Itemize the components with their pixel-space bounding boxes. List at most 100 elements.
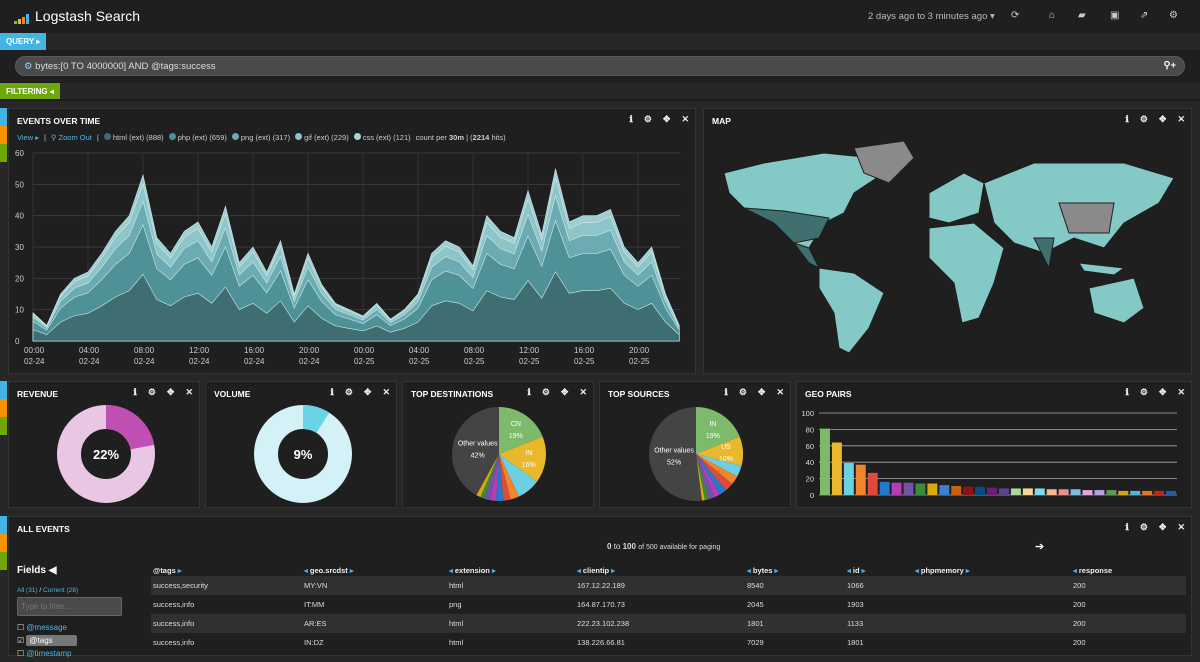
top-sources-pie[interactable]: IN 19%US 10% Other values 52% (646, 404, 746, 504)
legend-item[interactable]: php (ext) (659) (168, 133, 227, 142)
column-header[interactable]: ◂ phpmemory ▸ (915, 566, 970, 575)
save-icon[interactable]: ▣ (1110, 10, 1120, 21)
checkbox[interactable]: ☐ (17, 623, 25, 632)
close-icon[interactable]: ✕ (382, 387, 390, 397)
table-row[interactable]: success,info IT:MM png 164.87.170.73 2045 190… (151, 595, 1186, 614)
column-header[interactable]: ◂ geo.srcdst ▸ (304, 566, 354, 575)
info-icon[interactable]: ℹ (1125, 522, 1129, 532)
gear-icon[interactable]: ⚙ (643, 114, 652, 124)
column-header[interactable]: ◂ clientip ▸ (577, 566, 615, 575)
move-icon[interactable]: ✥ (363, 387, 372, 397)
table-cell: 200 (1073, 600, 1086, 609)
divider (0, 99, 1200, 101)
revenue-donut[interactable]: 22% (56, 404, 156, 504)
next-page-arrow-icon[interactable]: ➔ (1035, 541, 1045, 553)
geo-pairs-chart[interactable]: 0 20 40 60 80 100 (797, 406, 1191, 506)
legend-item[interactable]: html (ext) (888) (103, 133, 164, 142)
bar (951, 485, 962, 495)
gear-icon[interactable]: ⚙ (1169, 10, 1178, 21)
table-row[interactable]: success,info IN:DZ html 138.226.66.81 7029 18… (151, 633, 1186, 652)
field-name[interactable]: @timestamp (26, 649, 72, 658)
move-icon[interactable]: ✥ (1158, 522, 1167, 532)
legend-item[interactable]: gif (ext) (229) (295, 133, 349, 142)
timerange-dropdown[interactable]: 2 days ago to 3 minutes ago ▾ (868, 11, 995, 22)
column-header[interactable]: ◂ extension ▸ (449, 566, 496, 575)
info-icon[interactable]: ℹ (527, 387, 531, 397)
column-header[interactable]: ◂ response (1073, 566, 1113, 575)
table-row[interactable]: success,security MY:VN html 167.12.22.189 85… (151, 576, 1186, 595)
x-tick-label: 20:00 (299, 346, 320, 355)
field-item[interactable]: ☐ @timestamp (17, 649, 77, 662)
zoom-out-button[interactable]: ⚲ Zoom Out (51, 133, 92, 142)
move-icon[interactable]: ✥ (1158, 114, 1167, 124)
pie-slice-percent: 52% (667, 459, 681, 466)
column-header[interactable]: @tags ▸ (153, 566, 182, 575)
close-icon[interactable]: ✕ (776, 387, 784, 397)
fields-current-link[interactable]: Current (28) (43, 587, 79, 594)
y-tick-label: 0 (810, 491, 814, 500)
move-icon[interactable]: ✥ (662, 114, 671, 124)
pie-slice (499, 454, 520, 500)
checkbox[interactable]: ☑ (17, 636, 25, 645)
move-icon[interactable]: ✥ (166, 387, 175, 397)
column-header[interactable]: ◂ bytes ▸ (747, 566, 779, 575)
close-icon[interactable]: ✕ (1177, 522, 1185, 532)
move-icon[interactable]: ✥ (1158, 387, 1167, 397)
close-icon[interactable]: ✕ (1177, 387, 1185, 397)
query-tab[interactable]: QUERY ▸ (0, 33, 47, 50)
refresh-icon[interactable]: ⟳ (1011, 10, 1020, 21)
brand[interactable]: Logstash Search (14, 8, 140, 24)
info-icon[interactable]: ℹ (724, 387, 728, 397)
move-icon[interactable]: ✥ (560, 387, 569, 397)
close-icon[interactable]: ✕ (185, 387, 193, 397)
x-tick-label: 02-25 (574, 357, 595, 366)
map-greenland (853, 140, 915, 184)
checkbox[interactable]: ☐ (17, 649, 25, 658)
column-header[interactable]: ◂ id ▸ (847, 566, 866, 575)
info-icon[interactable]: ℹ (1125, 387, 1129, 397)
folder-open-icon[interactable]: ▰ (1078, 10, 1086, 21)
info-icon[interactable]: ℹ (330, 387, 334, 397)
pie-slice (696, 454, 705, 501)
view-dropdown[interactable]: View ▸ (17, 133, 39, 142)
info-icon[interactable]: ℹ (629, 114, 633, 124)
field-item[interactable]: ☐ @message (17, 623, 77, 636)
table-row[interactable]: success,info AR:ES html 222.23.102.238 1801 1… (151, 614, 1186, 633)
field-item[interactable]: ☑ @tags (17, 635, 77, 649)
top-destinations-pie[interactable]: CN 19% IN 16% Other values 42% (449, 404, 549, 504)
share-icon[interactable]: ⇗ (1140, 10, 1149, 21)
gear-icon[interactable]: ⚙ (1139, 387, 1148, 397)
filtering-tab[interactable]: FILTERING ◂ (0, 83, 60, 100)
home-icon[interactable]: ⌂ (1049, 10, 1056, 21)
fields-all-link[interactable]: All (31) (17, 587, 38, 594)
info-icon[interactable]: ℹ (1125, 114, 1129, 124)
gear-icon[interactable]: ⚙ (1139, 114, 1148, 124)
bar (963, 486, 974, 495)
move-icon[interactable]: ✥ (757, 387, 766, 397)
close-icon[interactable]: ✕ (579, 387, 587, 397)
info-icon[interactable]: ℹ (133, 387, 137, 397)
collapse-icon[interactable]: ◀ (48, 565, 57, 576)
query-input[interactable]: ⚙ bytes:[0 TO 4000000] AND @tags:success… (15, 56, 1185, 76)
gear-icon[interactable]: ⚙ (344, 387, 353, 397)
close-icon[interactable]: ✕ (1177, 114, 1185, 124)
gear-icon[interactable]: ⚙ (1139, 522, 1148, 532)
pie-slice (696, 454, 710, 501)
legend-item[interactable]: png (ext) (317) (231, 133, 290, 142)
gear-icon[interactable]: ⚙ (541, 387, 550, 397)
close-icon[interactable]: ✕ (681, 114, 689, 124)
gear-icon[interactable]: ⚙ (738, 387, 747, 397)
events-chart[interactable]: 0 10 20 30 40 50 60 00:00 02-24 04:00 02-24 08:00 02… (9, 145, 695, 373)
field-name[interactable]: @tags (26, 635, 77, 646)
volume-donut[interactable]: 9% (253, 404, 353, 504)
all-events-panel: ALL EVENTS ℹ ⚙ ✥ ✕ 0 to 100 of 500 availabl… (8, 516, 1192, 658)
search-add-icon[interactable]: ⚲+ (1163, 60, 1176, 71)
field-name[interactable]: @message (26, 623, 67, 632)
field-filter-input[interactable] (17, 597, 122, 616)
x-tick-label: 12:00 (519, 346, 540, 355)
gear-icon[interactable]: ⚙ (147, 387, 156, 397)
x-tick-label: 02-24 (299, 357, 320, 366)
legend-item[interactable]: css (ext) (121) (353, 133, 411, 142)
query-tab-label: QUERY (6, 37, 35, 46)
world-map[interactable] (704, 133, 1191, 373)
